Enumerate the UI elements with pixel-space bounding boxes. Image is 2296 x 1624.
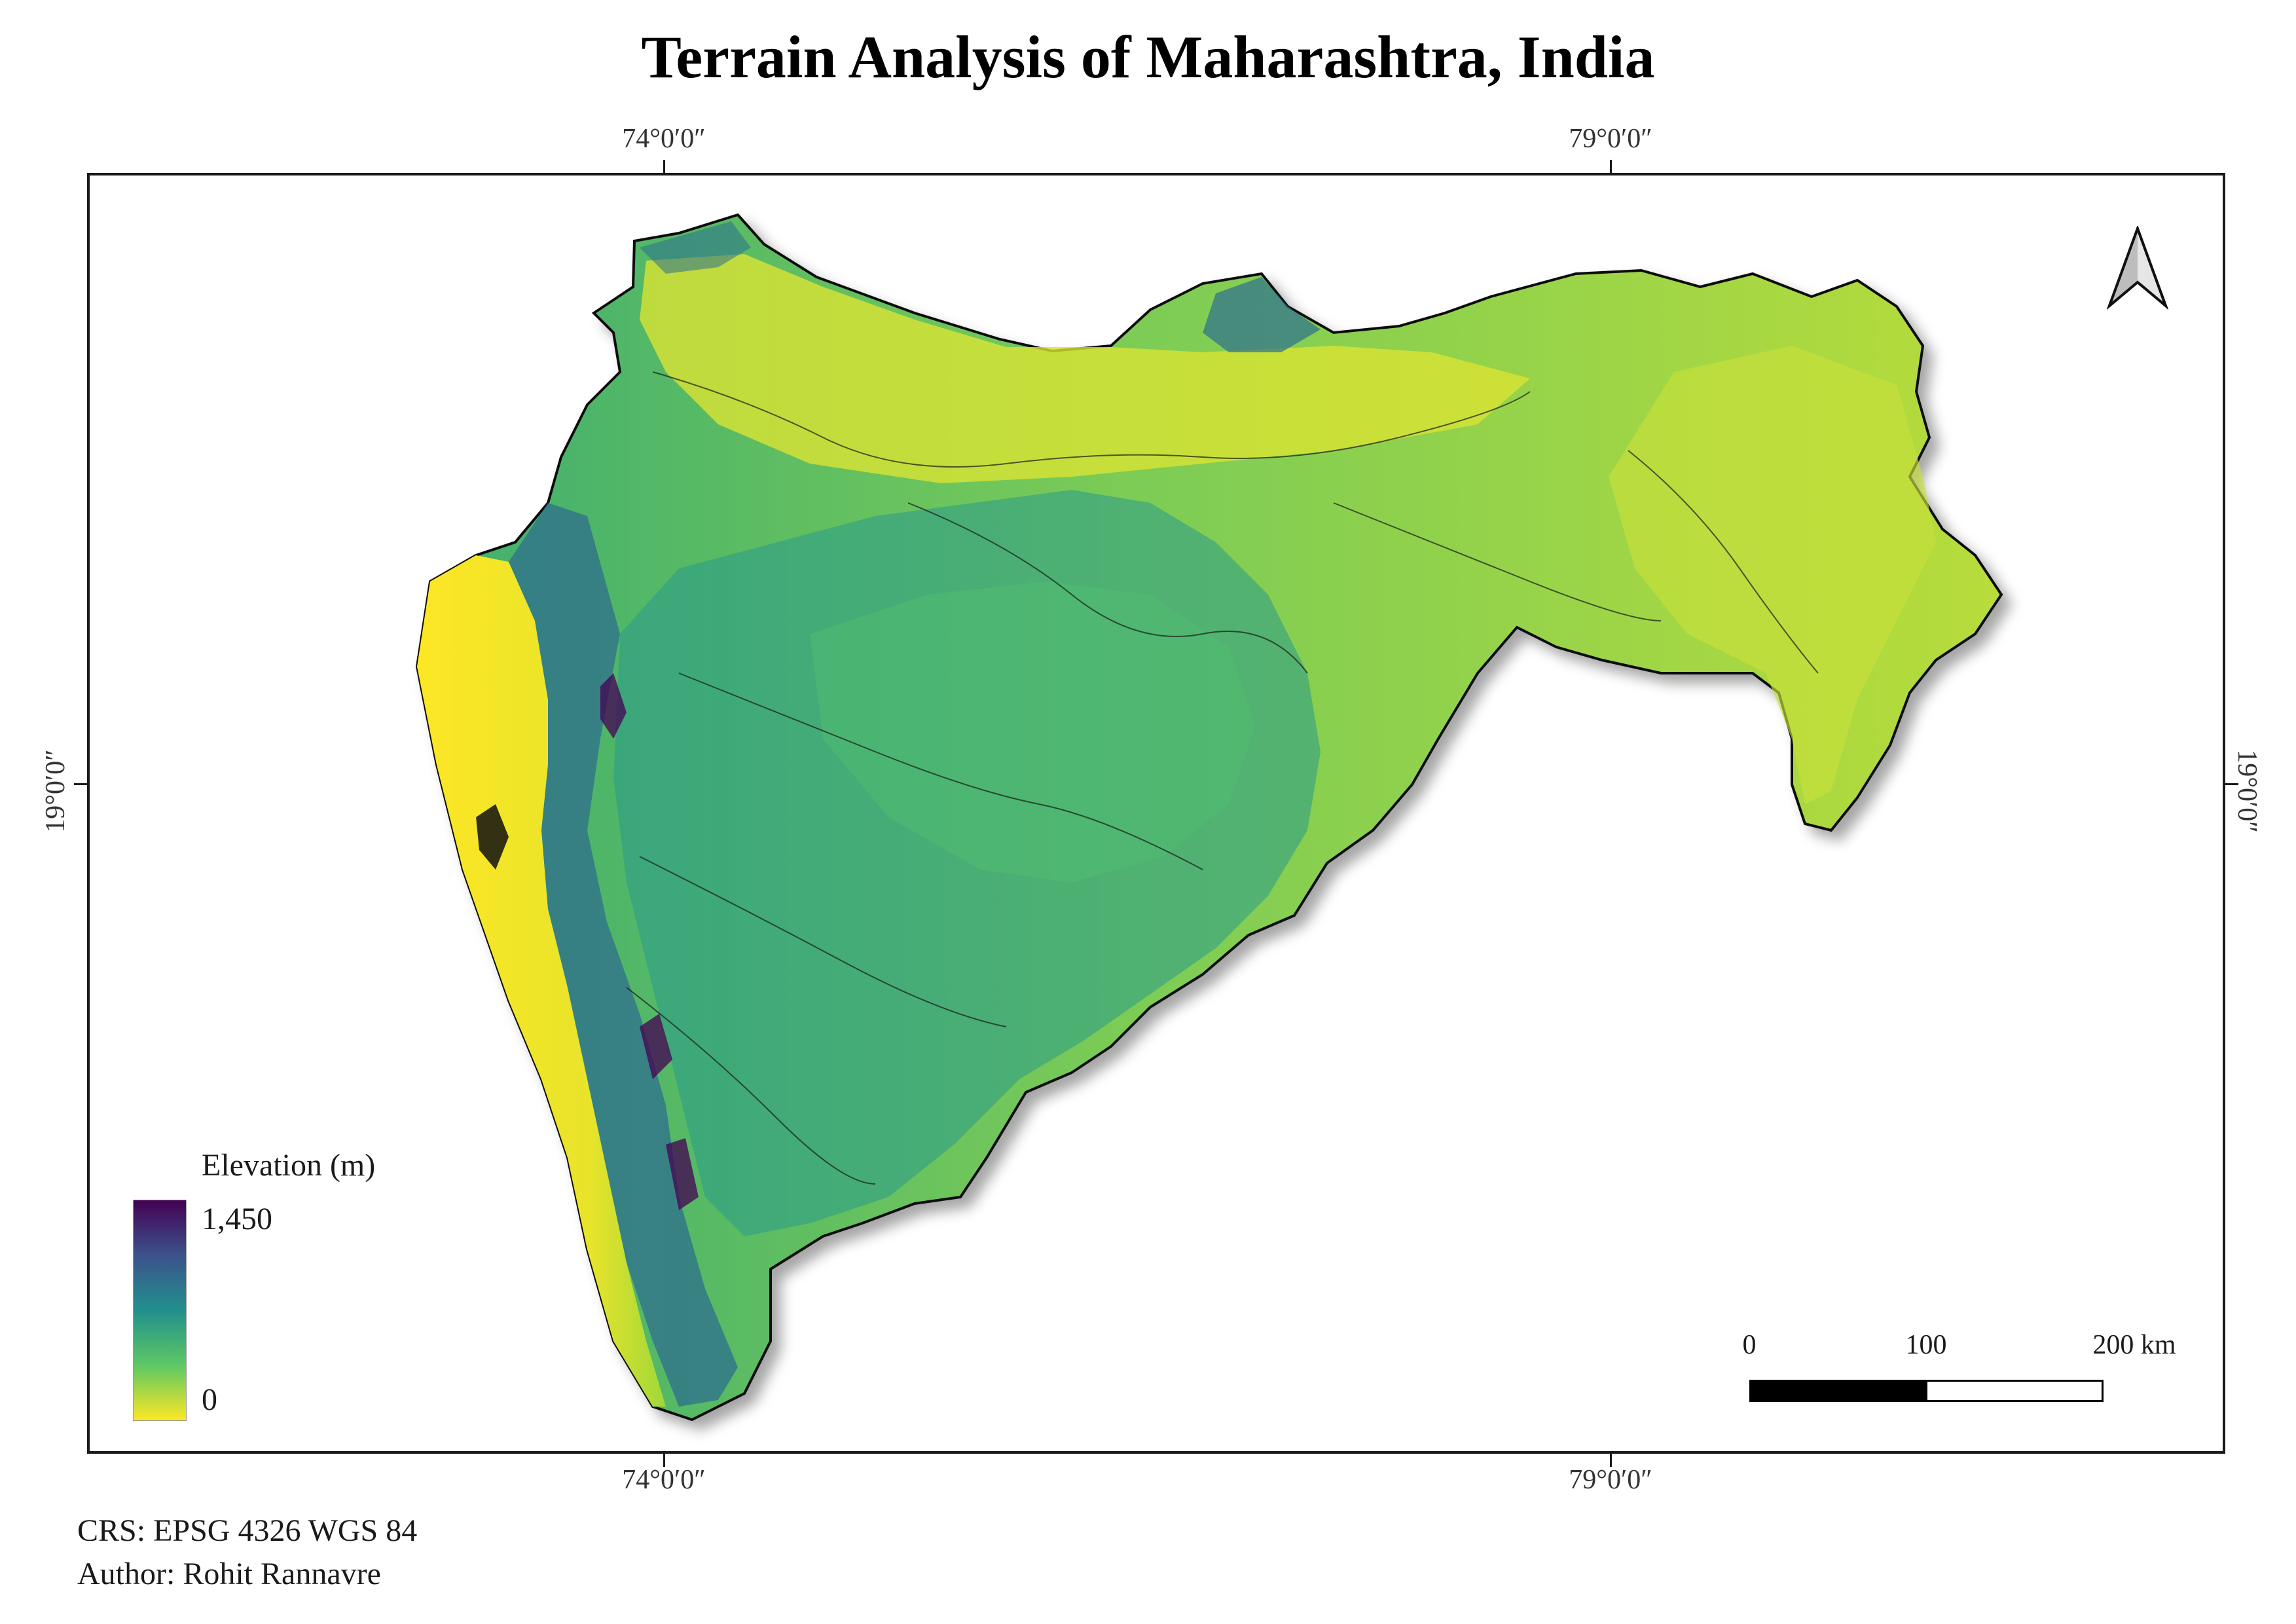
map-frame [87, 173, 2225, 1454]
tapi-valley-lowland [640, 254, 1530, 483]
scale-label-0: 0 [1742, 1330, 1757, 1360]
legend-max-label: 1,450 [202, 1202, 272, 1236]
top-lon-label-east: 79°0′0″ [1569, 124, 1652, 154]
top-lon-label-west: 74°0′0″ [622, 124, 706, 154]
map-canvas [415, 213, 2003, 1422]
central-plains [810, 581, 1255, 883]
elevation-color-ramp [133, 1200, 187, 1421]
top-tick-west [663, 160, 665, 174]
right-lat-label: 19°0′0″ [2232, 749, 2262, 833]
left-lat-label: 19°0′0″ [41, 749, 71, 833]
legend-min-label: 0 [202, 1382, 217, 1417]
contour-lines [626, 371, 1819, 1185]
north-arrow-icon [2107, 226, 2168, 310]
bottom-tick-west [663, 1452, 665, 1467]
right-tick-lat [2224, 783, 2238, 785]
scale-label-200: 200 km [2092, 1330, 2176, 1360]
north-west-upland [640, 221, 751, 274]
peak-cluster-west [600, 673, 699, 1210]
author-text: Author: Rohit Rannavre [77, 1557, 381, 1591]
bottom-lon-label-east: 79°0′0″ [1569, 1465, 1652, 1495]
legend-title: Elevation (m) [202, 1148, 376, 1183]
scale-bar-segment-black [1749, 1380, 1927, 1402]
konkan-coastal-strip [417, 555, 666, 1407]
satpura-upland [1203, 277, 1321, 352]
scale-label-100: 100 [1905, 1330, 1947, 1360]
crs-text: CRS: EPSG 4326 WGS 84 [77, 1513, 418, 1548]
map-title: Terrain Analysis of Maharashtra, India [641, 24, 1655, 90]
bottom-tick-east [1610, 1452, 1612, 1467]
top-tick-east [1610, 160, 1612, 174]
vidarbha-lowland [1609, 346, 1936, 804]
western-ghats-ridge [509, 503, 738, 1407]
scale-bar-segment-white [1925, 1380, 2104, 1402]
left-tick-lat [74, 783, 88, 785]
coastal-dark-patch [476, 804, 509, 870]
bottom-lon-label-west: 74°0′0″ [622, 1465, 706, 1495]
